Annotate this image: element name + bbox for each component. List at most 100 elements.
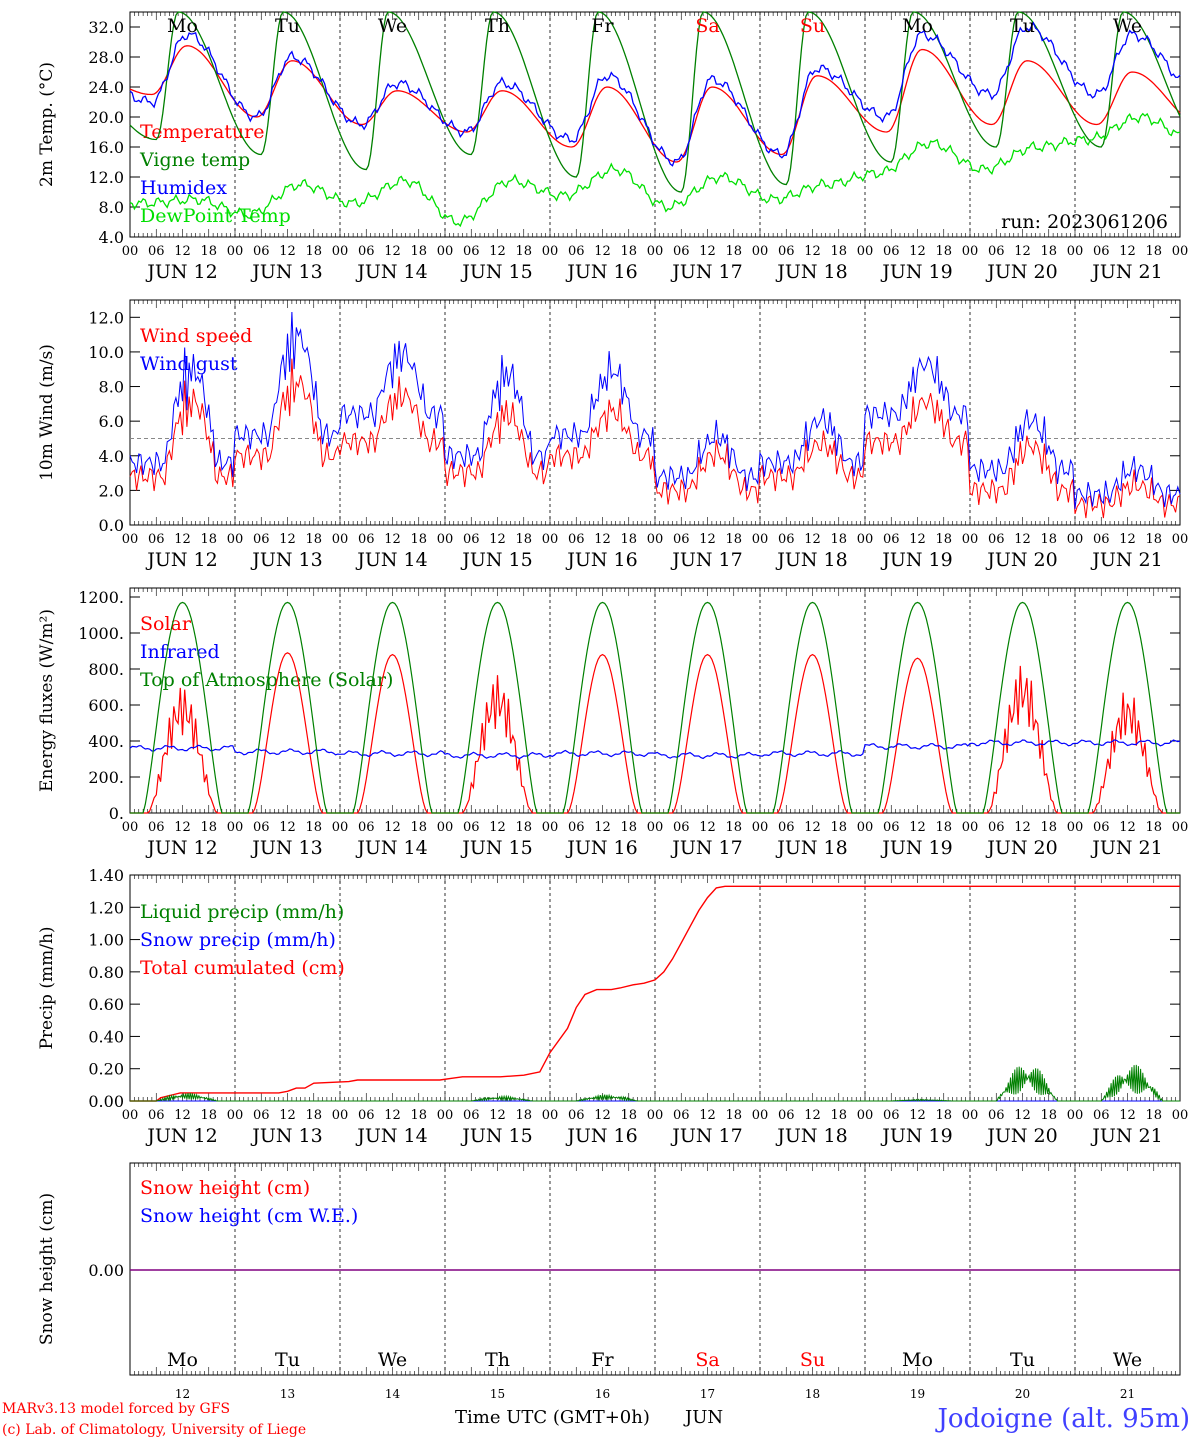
y-tick-label: 10.0 (88, 343, 124, 362)
hour-label: 18 (200, 1108, 217, 1123)
hour-label: 00 (1067, 820, 1084, 835)
hour-label: 00 (1172, 532, 1189, 547)
hour-label: 00 (1172, 1108, 1189, 1123)
series-dewpoint-temp (129, 112, 1181, 228)
hour-label: 12 (174, 244, 191, 259)
date-label: JUN 12 (145, 837, 217, 859)
hour-label: 12 (489, 532, 506, 547)
hour-label: 00 (1067, 244, 1084, 259)
hour-label: 12 (804, 244, 821, 259)
y-tick-label: 1000. (78, 624, 124, 643)
weekday-label: Tu (1010, 1349, 1035, 1371)
run-label: run: 2023061206 (1001, 211, 1168, 233)
hour-label: 06 (673, 1108, 690, 1123)
y-tick-label: 0.20 (88, 1060, 124, 1079)
hour-label: 18 (620, 532, 637, 547)
month-label: JUN (683, 1407, 723, 1428)
panel-5: Snow height (cm) Snow height (cm) Snow hei… (37, 1162, 1181, 1401)
y-tick-label: 4.0 (99, 228, 124, 247)
hour-label: 06 (1093, 820, 1110, 835)
hour-label: 00 (437, 1108, 454, 1123)
hour-label: 00 (542, 1108, 559, 1123)
date-label: JUN 17 (670, 837, 742, 859)
date-label: JUN 13 (250, 1125, 322, 1147)
legend-entry: Wind speed (140, 325, 252, 347)
hour-label: 00 (122, 244, 139, 259)
hour-label: 18 (620, 820, 637, 835)
hour-label: 06 (988, 1108, 1005, 1123)
weekday-label: Th (485, 15, 510, 37)
series-humidex (129, 21, 1181, 167)
hour-label: 00 (227, 1108, 244, 1123)
y-tick-label: 4.0 (99, 447, 124, 466)
date-label: JUN 19 (880, 1125, 952, 1147)
hour-label: 18 (725, 532, 742, 547)
hour-label: 06 (358, 532, 375, 547)
station-label: Jodoigne (alt. 95m) (934, 1404, 1190, 1434)
date-label: JUN 17 (670, 261, 742, 283)
y-tick-label: 28.0 (88, 48, 124, 67)
hour-label: 12 (909, 244, 926, 259)
y-tick-label: 12.0 (88, 308, 124, 327)
series-infrared (129, 739, 1181, 760)
hour-label: 12 (594, 532, 611, 547)
hour-label: 18 (305, 1108, 322, 1123)
date-label: JUN 20 (985, 261, 1057, 283)
date-label: JUN 13 (250, 837, 322, 859)
hour-label: 12 (174, 532, 191, 547)
hour-label: 12 (804, 820, 821, 835)
hour-label: 00 (122, 532, 139, 547)
hour-label: 00 (437, 244, 454, 259)
series-wind-gust (129, 311, 1181, 510)
date-label: JUN 18 (775, 837, 847, 859)
date-label: JUN 12 (145, 549, 217, 571)
hour-label: 18 (1040, 532, 1057, 547)
day-number-label: 20 (1015, 1387, 1030, 1401)
hour-label: 18 (725, 1108, 742, 1123)
hour-label: 06 (1093, 244, 1110, 259)
hour-label: 18 (830, 1108, 847, 1123)
hour-label: 12 (594, 820, 611, 835)
panel-1: 00 06 12 18 JUN 12 00 06 12 18 JUN 13 00 06 12 18 JUN … (37, 11, 1188, 283)
day-number-label: 21 (1120, 1387, 1135, 1401)
hour-label: 06 (1093, 532, 1110, 547)
weekday-label: Fr (591, 1349, 614, 1371)
day-number-label: 18 (805, 1387, 820, 1401)
y-axis-title: 10m Wind (m/s) (37, 344, 57, 481)
y-tick-label: 20.0 (88, 108, 124, 127)
y-tick-label: 0.40 (88, 1027, 124, 1046)
date-label: JUN 16 (565, 261, 637, 283)
y-axis-title: Precip (mm/h) (37, 926, 57, 1049)
hour-label: 00 (332, 820, 349, 835)
date-label: JUN 20 (985, 1125, 1057, 1147)
hour-label: 18 (305, 532, 322, 547)
hour-label: 00 (752, 532, 769, 547)
y-tick-label: 24.0 (88, 78, 124, 97)
hour-label: 00 (332, 532, 349, 547)
hour-label: 06 (253, 1108, 270, 1123)
date-label: JUN 19 (880, 261, 952, 283)
hour-label: 06 (883, 1108, 900, 1123)
hour-label: 06 (988, 532, 1005, 547)
hour-label: 18 (410, 532, 427, 547)
hour-label: 18 (305, 820, 322, 835)
hour-label: 06 (988, 820, 1005, 835)
hour-label: 18 (410, 820, 427, 835)
hour-label: 06 (778, 244, 795, 259)
hour-label: 06 (883, 820, 900, 835)
hour-label: 12 (279, 532, 296, 547)
panel-frame (129, 11, 1181, 238)
y-axis-title: Snow height (cm) (37, 1193, 57, 1345)
hour-label: 18 (620, 244, 637, 259)
hour-label: 00 (227, 532, 244, 547)
hour-label: 12 (699, 532, 716, 547)
y-tick-label: 0.80 (88, 963, 124, 982)
y-axis-title: Energy fluxes (W/m²) (37, 609, 57, 792)
hour-label: 12 (1119, 1108, 1136, 1123)
date-label: JUN 17 (670, 1125, 742, 1147)
y-tick-label: 0.00 (88, 1261, 124, 1280)
y-axis-title: 2m Temp. (°C) (37, 62, 57, 187)
hour-label: 12 (1014, 820, 1031, 835)
hour-label: 00 (122, 820, 139, 835)
hour-label: 18 (1145, 1108, 1162, 1123)
